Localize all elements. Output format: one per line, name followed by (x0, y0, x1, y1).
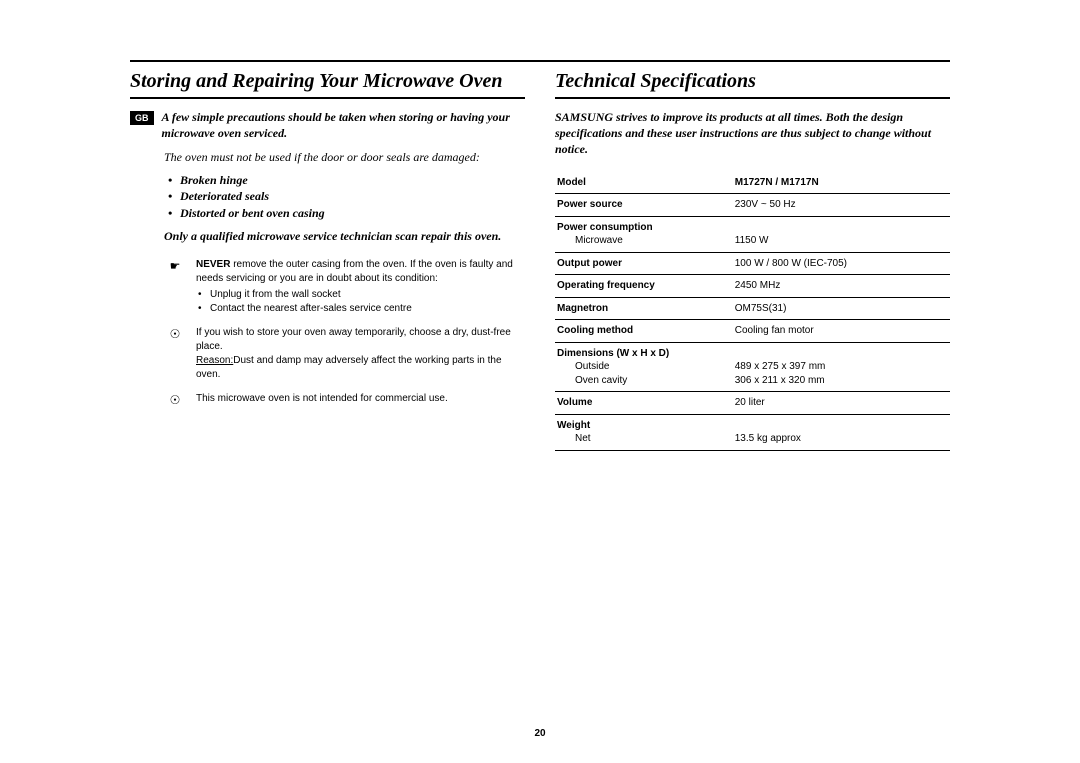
note1-sublist: Unplug it from the wall socket Contact t… (196, 288, 525, 316)
right-column: Technical Specifications SAMSUNG strives… (555, 70, 950, 451)
intro-bold: A few simple precautions should be taken… (162, 109, 526, 141)
list-item: Distorted or bent oven casing (180, 205, 525, 222)
spec-value: 489 x 275 x 397 mm (735, 360, 944, 374)
table-row: Dimensions (W x H x D) Outside Oven cavi… (555, 342, 950, 392)
spec-value: Cooling fan motor (733, 320, 950, 343)
list-item: Contact the nearest after-sales service … (210, 302, 525, 316)
left-column: Storing and Repairing Your Microwave Ove… (130, 70, 525, 451)
intro-row: GB A few simple precautions should be ta… (130, 109, 525, 141)
table-row: Power consumption Microwave 1150 W (555, 216, 950, 252)
note-body: If you wish to store your oven away temp… (196, 326, 525, 382)
list-item: Deteriorated seals (180, 188, 525, 205)
spec-label: Magnetron (555, 297, 733, 320)
note-body: NEVER remove the outer casing from the o… (196, 258, 525, 316)
spec-sub: Net (557, 432, 727, 446)
spec-value: 2450 MHz (733, 275, 950, 298)
page: Storing and Repairing Your Microwave Ove… (0, 0, 1080, 481)
table-row: Operating frequency 2450 MHz (555, 275, 950, 298)
spec-value: 13.5 kg approx (733, 414, 950, 450)
table-row: Volume 20 liter (555, 392, 950, 415)
spec-label: Volume (555, 392, 733, 415)
spec-value: 20 liter (733, 392, 950, 415)
note2-line1: If you wish to store your oven away temp… (196, 326, 525, 354)
note3-text: This microwave oven is not intended for … (196, 392, 525, 409)
spec-value: OM75S(31) (733, 297, 950, 320)
left-title: Storing and Repairing Your Microwave Ove… (130, 70, 525, 99)
intro-ital: The oven must not be used if the door or… (130, 149, 525, 165)
spec-label: Weight (557, 419, 727, 433)
gb-badge: GB (130, 111, 154, 125)
columns: Storing and Repairing Your Microwave Ove… (130, 70, 950, 451)
spec-table: Model M1727N / M1717N Power source 230V … (555, 172, 950, 451)
never-label: NEVER (196, 259, 230, 270)
spec-value: M1727N / M1717N (733, 172, 950, 194)
spec-value: 230V ~ 50 Hz (733, 194, 950, 217)
spec-value: 1150 W (733, 216, 950, 252)
page-number: 20 (0, 728, 1080, 739)
spec-label: Power consumption (557, 221, 727, 235)
right-title: Technical Specifications (555, 70, 950, 99)
spec-sub: Oven cavity (557, 374, 727, 388)
note-row: ☉ This microwave oven is not intended fo… (130, 392, 525, 409)
reason-text: Dust and damp may adversely affect the w… (196, 355, 502, 380)
table-row: Weight Net 13.5 kg approx (555, 414, 950, 450)
spec-label: Model (555, 172, 733, 194)
spec-cell: Weight Net (555, 414, 733, 450)
top-rule (130, 60, 950, 62)
list-item: Broken hinge (180, 172, 525, 189)
table-row: Cooling method Cooling fan motor (555, 320, 950, 343)
spec-label: Output power (555, 252, 733, 275)
spec-value: 100 W / 800 W (IEC-705) (733, 252, 950, 275)
note-icon: ☉ (168, 392, 182, 409)
spec-label: Dimensions (W x H x D) (557, 347, 727, 361)
qualified-note: Only a qualified microwave service techn… (130, 228, 525, 244)
pointer-icon: ☛ (168, 258, 182, 316)
table-row: Model M1727N / M1717N (555, 172, 950, 194)
spec-label: Power source (555, 194, 733, 217)
note-row: ☛ NEVER remove the outer casing from the… (130, 258, 525, 316)
notes-block: ☛ NEVER remove the outer casing from the… (130, 258, 525, 409)
spec-label: Operating frequency (555, 275, 733, 298)
spec-sub: Outside (557, 360, 727, 374)
damage-list: Broken hinge Deteriorated seals Distorte… (130, 172, 525, 222)
spec-sub: Microwave (557, 234, 727, 248)
reason-label: Reason: (196, 355, 233, 366)
spec-cell: Dimensions (W x H x D) Outside Oven cavi… (555, 342, 733, 392)
note1-text: remove the outer casing from the oven. I… (196, 259, 513, 284)
spec-cell: Power consumption Microwave (555, 216, 733, 252)
spec-value-cell: 489 x 275 x 397 mm 306 x 211 x 320 mm (733, 342, 950, 392)
table-row: Magnetron OM75S(31) (555, 297, 950, 320)
table-row: Power source 230V ~ 50 Hz (555, 194, 950, 217)
note-row: ☉ If you wish to store your oven away te… (130, 326, 525, 382)
note-icon: ☉ (168, 326, 182, 382)
list-item: Unplug it from the wall socket (210, 288, 525, 302)
spec-value: 306 x 211 x 320 mm (735, 374, 944, 388)
right-intro: SAMSUNG strives to improve its products … (555, 109, 950, 158)
note2-reason: Reason:Dust and damp may adversely affec… (196, 354, 525, 382)
table-row: Output power 100 W / 800 W (IEC-705) (555, 252, 950, 275)
spec-label: Cooling method (555, 320, 733, 343)
